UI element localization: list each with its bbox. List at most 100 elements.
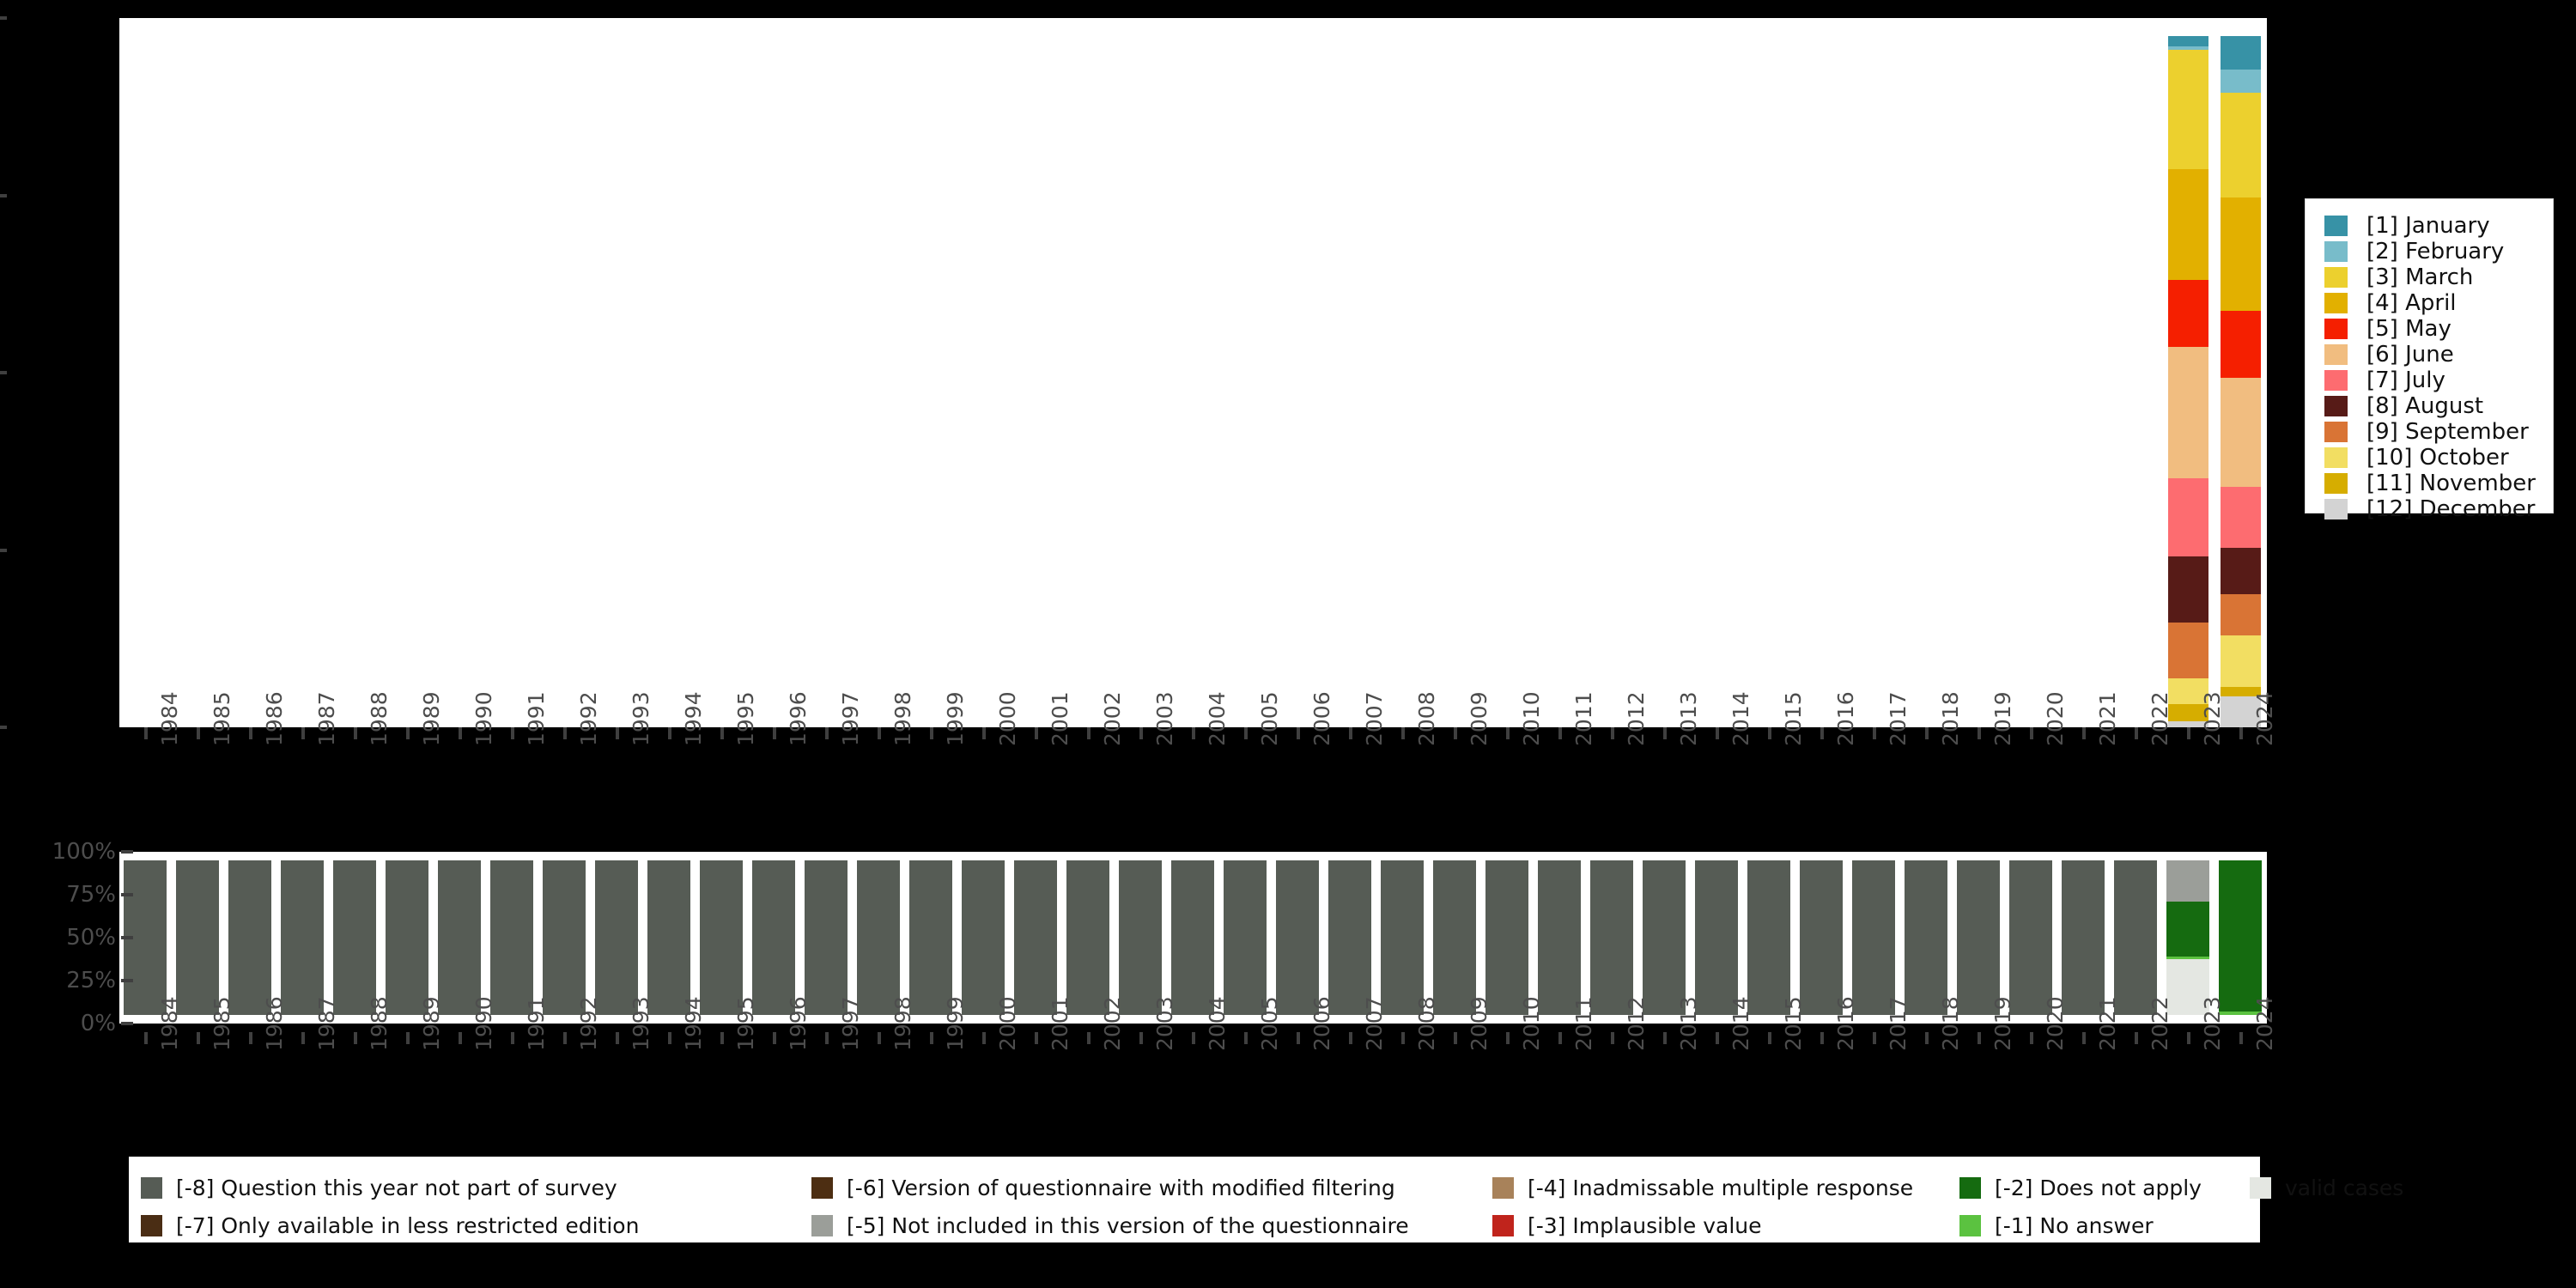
bar-segment	[2168, 35, 2208, 47]
coverage-x-axis-label: 1996	[785, 996, 811, 1051]
bar-segment	[2168, 556, 2208, 623]
month-legend-item-label: [10] October	[2366, 445, 2509, 471]
coverage-x-axis-tickmark	[1872, 1032, 1876, 1044]
bar-segment	[2221, 635, 2261, 687]
month-legend-item[interactable]: [1] January	[2324, 213, 2553, 239]
coverage-stacked-bar	[1905, 860, 1948, 1015]
coverage-bar-segment	[752, 860, 796, 1015]
coverage-stacked-bar	[1224, 860, 1267, 1015]
x-axis-label: 1999	[942, 691, 968, 746]
legend-swatch-icon	[2324, 216, 2348, 236]
month-legend-item-label: [12] December	[2366, 496, 2536, 522]
month-legend-item-label: [4] April	[2366, 290, 2457, 316]
legend-swatch-icon	[141, 1214, 162, 1236]
x-axis-label: 2016	[1832, 691, 1858, 746]
coverage-bar-group	[1324, 852, 1376, 1024]
coverage-legend-item[interactable]: [-3] Implausible value	[1492, 1214, 1762, 1236]
coverage-legend-item[interactable]: [-6] Version of questionnaire with modif…	[811, 1175, 1395, 1200]
x-axis-label: 2003	[1151, 691, 1177, 746]
coverage-legend-item[interactable]: [-4] Inadmissable multiple response	[1492, 1176, 1913, 1199]
coverage-x-axis-tickmark	[929, 1032, 933, 1044]
x-axis-tickmark	[667, 727, 671, 739]
coverage-x-axis-tickmark	[1662, 1032, 1667, 1044]
coverage-bar-group	[276, 852, 329, 1024]
x-axis-tickmark	[510, 727, 514, 739]
coverage-x-axis-label: 1997	[837, 996, 863, 1051]
coverage-y-axis-tick-label: 75%	[66, 882, 133, 908]
coverage-legend-item[interactable]: [-2] Does not apply	[1959, 1176, 2202, 1199]
month-legend-item[interactable]: [4] April	[2324, 290, 2553, 316]
x-axis-tickmark	[929, 727, 933, 739]
bar-segment	[2168, 280, 2208, 348]
month-legend-item[interactable]: [3] March	[2324, 264, 2553, 290]
coverage-x-axis-tickmark	[196, 1032, 200, 1044]
coverage-x-axis-tickmark	[1034, 1032, 1038, 1044]
coverage-bar-segment	[1119, 860, 1163, 1015]
coverage-x-axis-label: 2003	[1151, 996, 1177, 1051]
coverage-bar-group	[172, 852, 224, 1024]
coverage-x-axis-label: 2010	[1518, 996, 1544, 1051]
month-legend-item[interactable]: [8] August	[2324, 393, 2553, 419]
month-legend-item[interactable]: [5] May	[2324, 316, 2553, 342]
month-legend-item-label: [5] May	[2366, 316, 2451, 342]
month-legend-item-label: [1] January	[2366, 213, 2490, 239]
main-x-axis: 1984 1985 1986 1987 1988 1989 1990 1991 1992 1993…	[119, 691, 2277, 843]
x-axis-label: 2012	[1623, 691, 1649, 746]
coverage-bar-group	[957, 852, 1010, 1024]
coverage-bar-segment	[2219, 1012, 2263, 1015]
x-axis-tickmark	[824, 727, 829, 739]
coverage-y-axis-tick-label: 0%	[81, 1011, 133, 1036]
coverage-bar-group	[1219, 852, 1272, 1024]
coverage-bar-segment	[595, 860, 639, 1015]
coverage-bar-segment	[1224, 860, 1267, 1015]
coverage-legend-row: [-7] Only available in less restricted e…	[129, 1206, 2260, 1244]
coverage-x-axis-label: 1986	[261, 996, 287, 1051]
x-axis-label: 2011	[1571, 691, 1596, 746]
coverage-bar-segment	[281, 860, 325, 1015]
coverage-x-axis-tickmark	[1715, 1032, 1719, 1044]
coverage-stacked-bar	[2114, 860, 2158, 1015]
coverage-x-axis-label: 2023	[2199, 996, 2225, 1051]
month-legend-item[interactable]: [6] June	[2324, 342, 2553, 368]
coverage-x-axis-tickmark	[1924, 1032, 1929, 1044]
coverage-x-axis-label: 2013	[1675, 996, 1701, 1051]
coverage-x-axis-label: 2006	[1309, 996, 1334, 1051]
coverage-bar-segment	[490, 860, 534, 1015]
bar-segment	[2168, 46, 2208, 50]
coverage-bar-group	[2057, 852, 2110, 1024]
legend-swatch-icon	[141, 1176, 162, 1199]
month-legend-item[interactable]: [10] October	[2324, 445, 2553, 471]
month-legend-item[interactable]: [7] July	[2324, 368, 2553, 393]
coverage-legend-item[interactable]: valid cases	[2250, 1176, 2403, 1199]
coverage-stacked-bar	[2062, 860, 2105, 1015]
coverage-legend-item[interactable]: [-1] No answer	[1959, 1214, 2154, 1236]
coverage-legend-item[interactable]: [-7] Only available in less restricted e…	[141, 1214, 639, 1236]
month-legend-item[interactable]: [2] February	[2324, 239, 2553, 264]
coverage-legend-item[interactable]: [-5] Not included in this version of the…	[811, 1214, 1409, 1236]
coverage-bar-group	[696, 852, 748, 1024]
coverage-x-axis-label: 1995	[732, 996, 758, 1051]
legend-swatch-icon	[1959, 1214, 1981, 1236]
x-axis-label: 2015	[1780, 691, 1806, 746]
coverage-bar-segment	[2166, 957, 2210, 960]
coverage-legend-item[interactable]: [-8] Question this year not part of surv…	[141, 1176, 617, 1199]
month-legend-item[interactable]: [12] December	[2324, 496, 2553, 522]
x-axis-label: 1990	[471, 691, 496, 746]
coverage-stacked-bar	[1066, 860, 1110, 1015]
coverage-legend-item-label: [-6] Version of questionnaire with modif…	[847, 1175, 1395, 1200]
bar-segment	[2168, 704, 2208, 722]
x-axis-tickmark	[1924, 727, 1929, 739]
coverage-bar-group	[538, 852, 591, 1024]
x-axis-tickmark	[2029, 727, 2033, 739]
coverage-bar-segment	[1905, 860, 1948, 1015]
month-legend-item[interactable]: [11] November	[2324, 471, 2553, 496]
coverage-stacked-bar	[909, 860, 953, 1015]
y-axis-tickmark	[0, 16, 7, 20]
coverage-bar-segment	[228, 860, 272, 1015]
month-legend-item-label: [2] February	[2366, 239, 2505, 264]
coverage-bar-group	[1795, 852, 1848, 1024]
coverage-bar-segment	[176, 860, 220, 1015]
coverage-bar-group	[905, 852, 957, 1024]
legend-swatch-icon	[2250, 1176, 2271, 1199]
month-legend-item[interactable]: [9] September	[2324, 419, 2553, 445]
